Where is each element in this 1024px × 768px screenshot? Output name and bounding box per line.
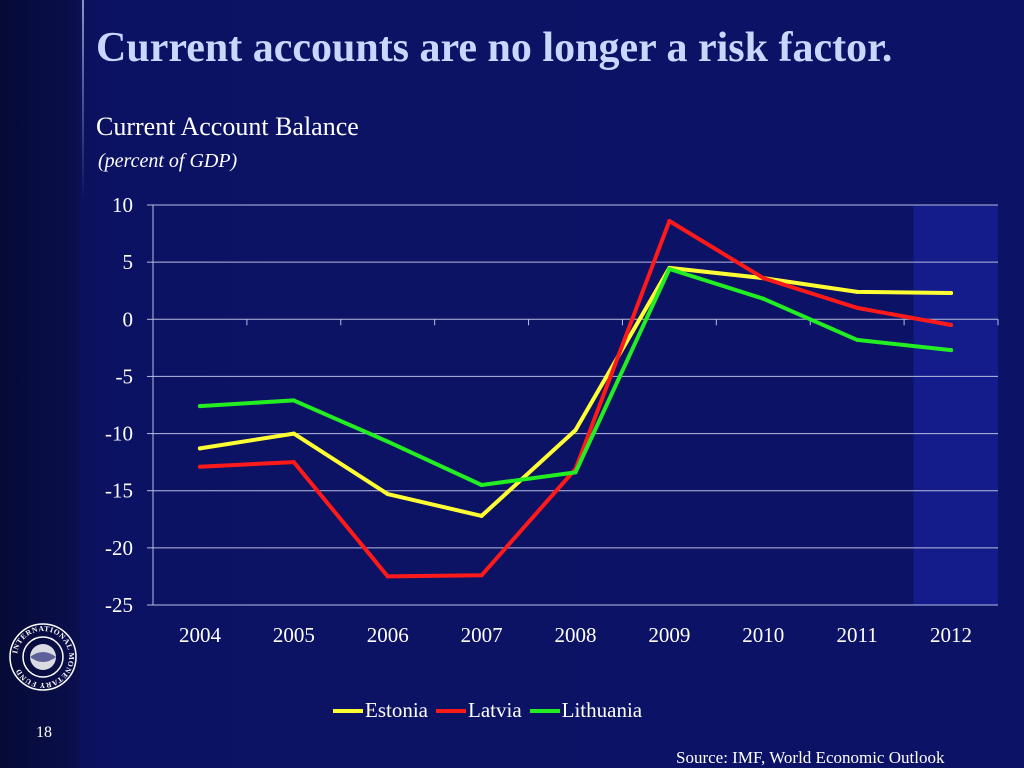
data-point-lithuania [385,439,390,444]
legend-label-lithuania: Lithuania [561,698,643,722]
legend-item-lithuania: Lithuania [529,698,643,723]
x-tick-label: 2009 [648,623,690,647]
x-tick-label: 2007 [461,623,503,647]
x-tick-label: 2008 [555,623,597,647]
legend-item-estonia: Estonia [333,698,428,723]
data-point-estonia [385,492,390,497]
y-tick-label: 0 [123,307,134,331]
y-tick-label: -5 [116,364,134,388]
x-tick-label: 2010 [742,623,784,647]
x-tick-label: 2011 [837,623,878,647]
data-point-lithuania [479,483,484,487]
chart-legend: Estonia Latvia Lithuania [333,698,650,723]
x-tick-label: 2005 [273,623,315,647]
data-point-lithuania [949,348,954,353]
x-tick-label: 2006 [367,623,409,647]
legend-label-latvia: Latvia [468,698,522,722]
data-point-estonia [291,431,296,436]
legend-item-latvia: Latvia [436,698,522,723]
imf-logo-icon: INTERNATIONAL MONETARY FUND [9,623,77,691]
y-tick-label: -15 [105,479,133,503]
data-point-lithuania [197,404,202,409]
data-point-lithuania [291,398,296,403]
left-strip [0,0,80,768]
data-point-latvia [761,276,766,281]
data-point-latvia [667,219,672,223]
data-point-lithuania [855,337,860,342]
data-point-estonia [855,289,860,294]
y-tick-label: 5 [123,250,134,274]
data-point-latvia [949,323,954,327]
y-tick-label: -25 [105,593,133,617]
y-tick-label: -10 [105,422,133,446]
chart-subtitle: (percent of GDP) [98,150,238,172]
series-line-latvia [197,219,954,579]
y-tick-label: 10 [112,193,133,217]
legend-swatch-estonia [333,708,363,713]
data-point-latvia [197,464,202,469]
data-point-estonia [573,428,578,433]
data-point-estonia [949,291,954,295]
x-tick-label: 2004 [179,623,222,647]
y-tick-label: -20 [105,536,133,560]
legend-label-estonia: Estonia [365,698,428,722]
data-point-latvia [291,460,296,465]
data-point-estonia [197,446,202,451]
slide-title: Current accounts are no longer a risk fa… [96,25,893,71]
data-point-lithuania [667,267,672,271]
x-tick-label: 2012 [930,623,972,647]
source-note: Source: IMF, World Economic Outlook [676,748,945,767]
data-point-estonia [479,513,484,518]
projection-shade [913,205,998,605]
data-point-latvia [385,574,390,579]
series-line-estonia [197,265,954,518]
data-point-lithuania [761,296,766,301]
data-point-latvia [855,305,860,310]
chart-title: Current Account Balance [96,112,359,141]
slide-number: 18 [36,724,52,741]
legend-swatch-latvia [436,708,466,713]
legend-swatch-lithuania [529,708,560,713]
data-point-lithuania [573,470,578,475]
data-point-latvia [479,573,484,578]
left-divider [82,0,84,200]
